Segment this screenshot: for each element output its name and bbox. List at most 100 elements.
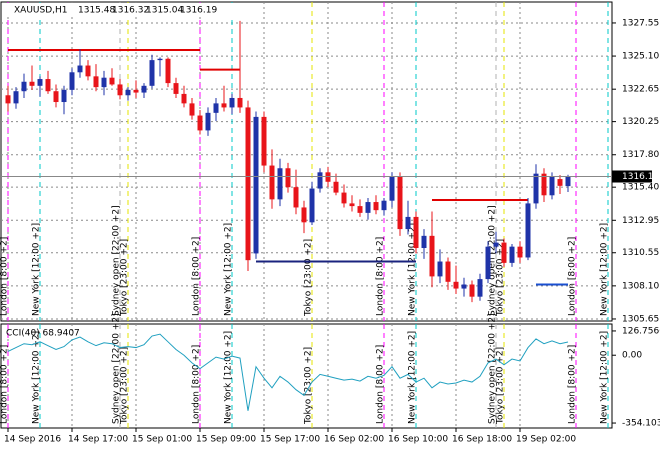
session-label: London [8:00 +2]	[192, 345, 202, 424]
session-label: New York [12:00 +2]	[600, 223, 610, 316]
candle-body	[93, 76, 99, 88]
session-label: London [8:00 +2]	[568, 345, 578, 424]
indicator-name: CCI(40) 68.9407	[6, 329, 80, 339]
candle-body	[365, 202, 371, 213]
ohlc-close: 1316.19	[180, 6, 217, 16]
price-tag	[612, 170, 652, 183]
candle-body	[173, 83, 179, 94]
candle-body	[493, 242, 499, 247]
chart-title: XAUUSD,H1	[14, 6, 68, 16]
candle-body	[317, 172, 323, 189]
candle-body	[453, 281, 459, 289]
y-tick-label: 1312.95	[622, 216, 659, 226]
price-tag-label: 1316.19	[622, 172, 659, 182]
candle-body	[5, 95, 11, 104]
session-label: London [8:00 +2]	[376, 237, 386, 316]
y2-tick-label: 126.7566	[622, 326, 660, 336]
candle-body	[277, 168, 283, 200]
candle-body	[309, 188, 315, 223]
candle-body	[85, 65, 91, 77]
y-tick-label: 1325.10	[622, 52, 659, 62]
y-tick-label: 1308.10	[622, 281, 659, 291]
candle-body	[397, 176, 403, 230]
candle-body	[117, 84, 123, 96]
x-tick-label: 15 Sep 01:00	[132, 435, 192, 445]
session-label: Tokyo [23:00 +2]	[120, 239, 130, 317]
x-tick-label: 15 Sep 09:00	[196, 435, 256, 445]
session-label: Tokyo [23:00 +2]	[496, 239, 506, 317]
candle-body	[557, 179, 563, 186]
candle-body	[109, 77, 115, 85]
session-label: London [8:00 +2]	[376, 345, 386, 424]
candle-body	[29, 81, 35, 86]
candle-body	[45, 79, 51, 92]
candle-body	[373, 202, 379, 211]
candle-body	[389, 176, 395, 201]
main-panel	[0, 1, 613, 322]
session-label: Tokyo [23:00 +2]	[304, 239, 314, 317]
session-label: Tokyo [23:00 +2]	[120, 347, 130, 425]
candle-body	[165, 58, 171, 84]
session-label: Tokyo [23:00 +2]	[304, 347, 314, 425]
y-tick-label: 1317.80	[622, 150, 659, 160]
session-label: Sydney open [22:00 +2]	[488, 205, 498, 316]
cci-line	[7, 333, 569, 411]
candle-body	[421, 235, 427, 249]
candle-body	[517, 246, 523, 258]
candle-body	[333, 181, 339, 193]
x-tick-label: 19 Sep 02:00	[516, 435, 576, 445]
x-tick-label: 14 Sep 2016	[4, 435, 61, 445]
candle-body	[405, 216, 411, 230]
candle-body	[53, 91, 59, 103]
session-label: New York [12:00 +2]	[32, 331, 42, 424]
candle-body	[245, 107, 251, 261]
candle-body	[437, 261, 443, 277]
candle-body	[461, 284, 467, 289]
candle-body	[349, 203, 355, 207]
candle-body	[541, 173, 547, 196]
candle-body	[565, 176, 571, 187]
session-label: New York [12:00 +2]	[224, 331, 234, 424]
session-label: Sydney open [22:00 +2]	[112, 313, 122, 424]
candle-body	[285, 168, 291, 188]
candle-body	[221, 103, 227, 108]
ohlc-low: 1315.04	[146, 6, 183, 16]
session-label: London [8:00 +2]	[568, 237, 578, 316]
candle-body	[533, 173, 539, 204]
candle-body	[125, 89, 131, 96]
indicator-panel	[0, 323, 613, 429]
session-label: New York [12:00 +2]	[600, 331, 610, 424]
candle-body	[69, 72, 75, 90]
x-tick-label: 14 Sep 17:00	[68, 435, 128, 445]
candle-body	[549, 176, 555, 196]
ohlc-open: 1315.48	[78, 6, 115, 16]
candle-body	[237, 97, 243, 108]
candle-body	[205, 112, 211, 131]
session-label: London [8:00 +2]	[0, 237, 10, 316]
candle-body	[261, 116, 267, 166]
candle-body	[13, 91, 19, 104]
title-bg	[2, 3, 252, 16]
candle-body	[141, 85, 147, 93]
candle-body	[413, 216, 419, 249]
candle-body	[133, 89, 139, 93]
candle-body	[37, 79, 43, 86]
y-tick-label: 1327.55	[622, 18, 659, 28]
candle-body	[381, 200, 387, 211]
session-label: London [8:00 +2]	[192, 237, 202, 316]
y-tick-label: 1320.25	[622, 117, 659, 127]
ohlc-high: 1316.32	[112, 6, 149, 16]
candle-body	[357, 206, 363, 213]
candle-body	[301, 207, 307, 223]
session-label: Sydney open [22:00 +2]	[488, 313, 498, 424]
candle-body	[477, 279, 483, 297]
candle-body	[429, 235, 435, 277]
candle-body	[149, 60, 155, 86]
candle-body	[525, 203, 531, 258]
candle-body	[269, 165, 275, 200]
y-tick-label: 1315.40	[622, 183, 659, 193]
candle-body	[197, 115, 203, 131]
